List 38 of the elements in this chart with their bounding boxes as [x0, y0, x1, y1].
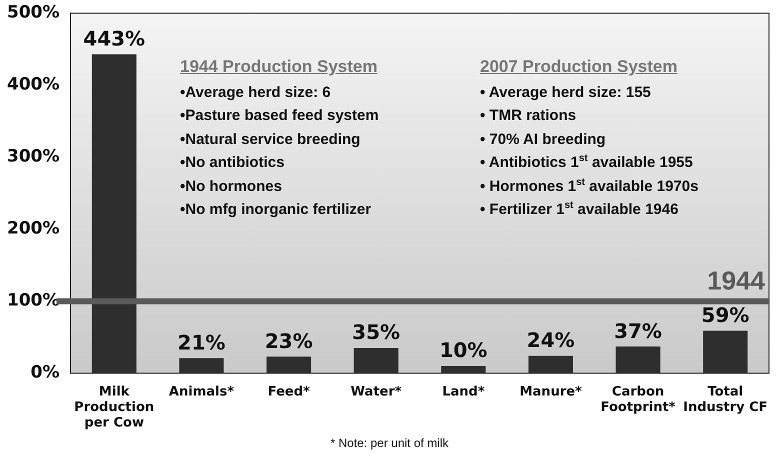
x-tick-label: Total Industry CF [683, 384, 768, 415]
x-tick-label: Manure* [520, 384, 582, 400]
annotation: •No mfg inorganic fertilizer [180, 200, 372, 220]
annotation: • Average herd size: 155 [480, 82, 652, 102]
data-label: 35% [352, 320, 400, 344]
data-label: 10% [439, 338, 488, 362]
x-tick-label: Milk Production per Cow [74, 384, 154, 431]
data-label: 59% [701, 302, 750, 327]
y-tick-label: 400% [6, 74, 60, 95]
y-tick-label: 0% [30, 362, 60, 383]
annotation: 1944 [707, 265, 766, 296]
y-tick-label: 300% [6, 146, 60, 167]
x-tick-label: Feed* [268, 384, 310, 400]
annotation: •Pasture based feed system [180, 106, 379, 126]
annotation: • Antibiotics 1$^{st}$ available 1955 [480, 152, 694, 173]
annotation: •No antibiotics [180, 153, 286, 173]
data-label: 21% [178, 330, 226, 354]
data-label: 37% [614, 318, 662, 343]
x-tick-label: Animals* [168, 384, 234, 400]
annotation: • Fertilizer 1$^{st}$ available 1946 [480, 199, 680, 220]
annotation: •Average herd size: 6 [180, 82, 332, 102]
data-label: 24% [526, 328, 575, 352]
data-label: 23% [264, 328, 313, 353]
annotation: • Hormones 1$^{st}$ available 1970s [480, 176, 698, 196]
y-tick-label: 500% [6, 2, 60, 23]
annotation: • 70% AI breeding [480, 130, 607, 150]
y-tick-label: 200% [6, 218, 60, 239]
x-tick-label: Water* [350, 384, 402, 400]
annotation: •No hormones [180, 176, 283, 196]
text: * Note: per unit of milk [329, 436, 450, 450]
y-tick-label: 100% [6, 290, 60, 311]
annotation: 1944 Production System [180, 56, 378, 78]
annotation: •Natural service breeding [180, 130, 362, 150]
annotation: • TMR rations [480, 106, 578, 126]
data-label: 443% [83, 26, 146, 50]
x-tick-label: Land* [442, 384, 485, 400]
x-tick-label: Carbon Footprint* [600, 384, 676, 415]
annotation: 2007 Production System [480, 56, 678, 78]
